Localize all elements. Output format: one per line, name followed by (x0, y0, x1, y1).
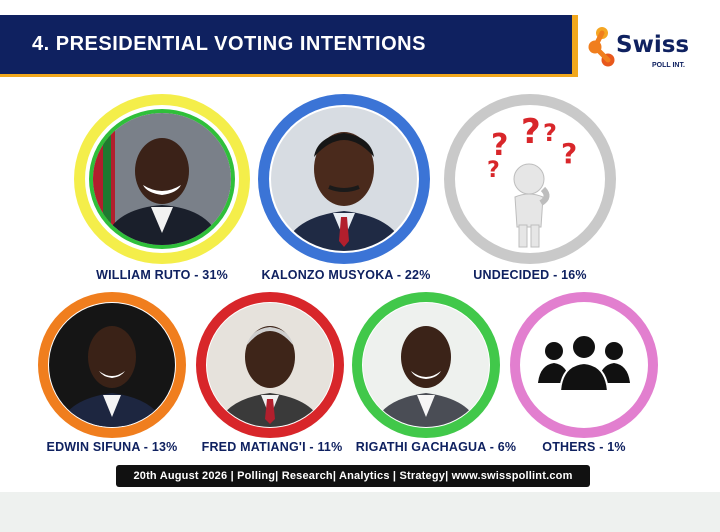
candidate-label-sifuna: EDWIN SIFUNA - 13% (46, 440, 178, 454)
ring-gachagua (352, 292, 500, 438)
people-group-icon (538, 334, 630, 392)
ring-sifuna (38, 292, 186, 438)
swiss-poll-logo: Swiss POLL INT. (588, 20, 698, 76)
portrait-matiangi (207, 303, 333, 427)
candidate-label-others: OTHERS - 1% (542, 440, 626, 454)
ring-matiangi (196, 292, 344, 438)
ring-others (510, 292, 658, 438)
candidate-label-matiangi: FRED MATIANG'I - 11% (201, 440, 343, 454)
logo-name: Swiss (616, 32, 690, 58)
svg-text:?: ? (491, 128, 508, 163)
portrait-ruto (89, 109, 235, 249)
candidate-label-gachagua: RIGATHI GACHAGUA - 6% (355, 440, 517, 454)
thinking-figure-question-marks-icon: ? ? ? ? ? (487, 112, 577, 248)
logo-subtitle: POLL INT. (652, 62, 685, 69)
page-title: 4. PRESIDENTIAL VOTING INTENTIONS (32, 33, 426, 55)
candidate-label-undecided: UNDECIDED - 16% (473, 268, 587, 282)
portrait-sifuna (49, 303, 175, 427)
svg-text:?: ? (487, 158, 500, 183)
ring-musyoka (258, 94, 430, 264)
footer-bar: 20th August 2026 | Polling| Research| An… (116, 465, 590, 487)
bottom-strip (0, 492, 720, 532)
logo-mark-icon (588, 27, 615, 67)
candidate-label-musyoka: KALONZO MUSYOKA - 22% (261, 268, 431, 282)
portrait-musyoka (271, 107, 417, 251)
svg-text:?: ? (561, 137, 577, 170)
title-banner: 4. PRESIDENTIAL VOTING INTENTIONS (0, 15, 578, 77)
svg-text:?: ? (543, 119, 557, 147)
footer-text: 20th August 2026 | Polling| Research| An… (133, 470, 573, 482)
ring-undecided: ? ? ? ? ? (444, 94, 616, 264)
portrait-gachagua (363, 303, 489, 427)
svg-text:?: ? (521, 112, 541, 152)
ring-ruto (74, 94, 250, 264)
candidate-label-ruto: WILLIAM RUTO - 31% (96, 268, 228, 282)
